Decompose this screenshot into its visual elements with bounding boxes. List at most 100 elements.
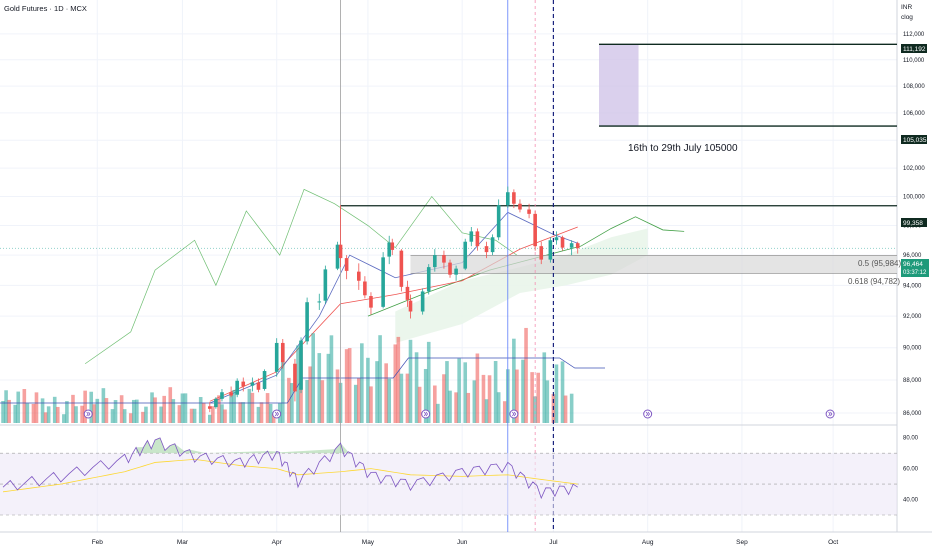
fib-label-0-5: 0.5 (95,984) <box>858 259 901 268</box>
x-tick-label: Feb <box>92 539 104 546</box>
candle-body <box>405 286 410 300</box>
candle-body <box>363 281 367 296</box>
x-tick-label: Sep <box>736 539 748 546</box>
price-axis: 86,00088,00090,00092,00094,00096,00098,0… <box>903 32 925 504</box>
volume-bar <box>436 403 440 423</box>
volume-bar <box>25 403 30 423</box>
volume-bar <box>442 374 446 423</box>
volume-bar <box>305 380 309 423</box>
y-tick-label: 106,000 <box>903 111 925 117</box>
event-marker-glyph <box>828 411 833 417</box>
candle-body <box>369 296 373 308</box>
volume-bar <box>55 406 60 423</box>
volume-bar <box>113 400 118 423</box>
volume-bar <box>423 368 428 423</box>
candle-body <box>344 258 349 271</box>
volume-bar <box>496 392 501 423</box>
volume-bar <box>268 403 273 423</box>
volume-bar <box>454 392 458 423</box>
volume-bar <box>308 366 312 423</box>
volume-bar <box>536 372 540 423</box>
fib-label-0-618: 0.618 (94,782) <box>848 277 900 286</box>
candle-body <box>335 244 340 269</box>
fib-band <box>410 255 897 274</box>
candle-body <box>463 241 468 269</box>
volume-bar <box>280 344 285 423</box>
candle-body <box>256 382 261 390</box>
candle-body <box>338 244 343 259</box>
volume-bar <box>396 336 401 423</box>
volume-bar <box>335 369 340 423</box>
candle-body <box>387 242 392 257</box>
volume-bar <box>201 402 206 423</box>
candle-body <box>490 237 495 253</box>
candle-body <box>408 300 413 312</box>
price-tag-resistance <box>901 218 927 227</box>
candle-body <box>399 250 404 287</box>
volume-bar <box>366 357 370 423</box>
volume-bar <box>80 405 84 423</box>
volume-bar <box>265 393 270 423</box>
volume-bar <box>1 401 5 423</box>
candle-body <box>454 268 458 275</box>
event-marker-glyph <box>274 411 280 417</box>
price-tag-countdown-text: 03:37:12 <box>903 270 927 276</box>
volume-bar <box>34 392 39 423</box>
candle-body <box>235 380 239 395</box>
candle-body <box>554 237 559 241</box>
volume-bar <box>417 386 422 423</box>
volume-bar <box>150 392 154 423</box>
volume-bar <box>46 406 51 423</box>
volume-bar <box>83 390 87 423</box>
volume-bar <box>31 403 36 423</box>
volume-bar <box>180 393 185 423</box>
volume-bar <box>223 409 227 423</box>
volume-bar <box>487 375 492 423</box>
candle-body <box>214 398 218 408</box>
rsi-tick-label: 80.00 <box>903 436 919 442</box>
scale-mode-text[interactable]: clog <box>901 14 913 21</box>
candle-body <box>208 406 212 409</box>
volume-bar <box>512 338 516 423</box>
volume-bar <box>250 392 255 423</box>
volume-bar <box>466 392 471 423</box>
candle-body <box>533 213 537 247</box>
event-marker-glyph <box>645 411 650 417</box>
volume-bar <box>192 408 197 423</box>
candle-body <box>448 262 452 275</box>
volume-bar <box>414 352 419 423</box>
y-tick-label: 92,000 <box>903 314 922 320</box>
candle-body <box>575 243 580 249</box>
volume-bar <box>357 378 361 423</box>
volume-bar <box>408 339 413 423</box>
event-marker-glyph <box>512 411 517 417</box>
volume-bar <box>463 362 468 423</box>
volume-bar <box>493 361 498 423</box>
volume-bar <box>229 395 233 423</box>
volume-bar <box>481 374 486 423</box>
volume-bar <box>104 398 109 423</box>
volume-bar <box>524 327 528 423</box>
candle-body <box>505 192 510 206</box>
volume-bar <box>259 402 264 423</box>
volume-bar <box>128 413 133 423</box>
volume-bar <box>247 388 252 423</box>
time-axis: Feb Mar Apr May Jun Jul Aug Sep Oct <box>92 539 839 546</box>
volume-bar <box>484 399 489 423</box>
price-tag-target-high <box>901 44 927 53</box>
volume-bar <box>375 361 379 423</box>
volume-bar <box>238 402 243 423</box>
candle-body <box>420 291 425 312</box>
volume-bar <box>515 369 519 423</box>
volume-bar <box>457 358 461 423</box>
event-marker-glyph <box>423 411 428 417</box>
price-tag-resistance-text: 99,358 <box>903 220 923 227</box>
volume-bar <box>22 389 27 423</box>
candle-body <box>280 342 285 363</box>
volume-bar <box>135 399 139 423</box>
volume-bar <box>433 385 437 423</box>
candle-body <box>241 381 246 387</box>
event-marker-glyph <box>86 411 91 417</box>
volume-bar <box>399 373 404 423</box>
x-tick-label: May <box>362 539 375 546</box>
